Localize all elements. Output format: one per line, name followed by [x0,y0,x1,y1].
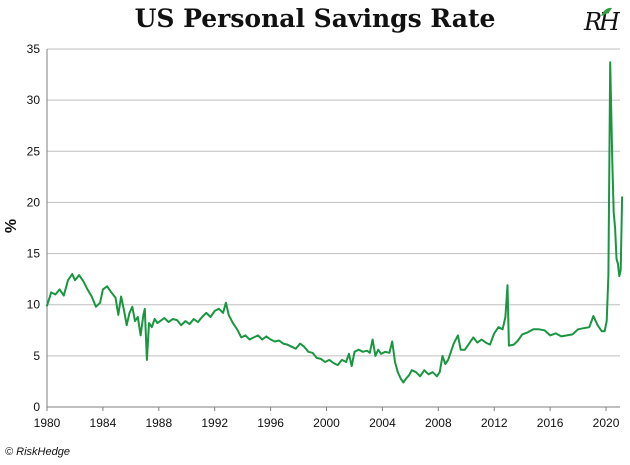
y-tick-label: 25 [27,144,41,158]
x-tick-label: 1992 [201,416,228,430]
axes [46,49,620,408]
riskhedge-logo: R H [583,7,620,36]
x-tick-label: 2000 [313,416,340,430]
svg-text:R: R [583,8,602,36]
chart-title: US Personal Savings Rate [134,4,496,33]
x-tick-label: 1996 [257,416,284,430]
y-tick-labels: 0 5 10 15 20 25 30 35 [27,42,41,414]
x-tick-label: 2004 [369,416,396,430]
x-tick-label: 2016 [537,416,564,430]
y-tick-label: 20 [27,195,41,209]
x-tick-labels: 1980 1984 1988 1992 1996 2000 2004 2008 2012 2016… [34,407,620,430]
x-tick-label: 1988 [145,416,172,430]
y-tick-label: 30 [27,93,41,107]
y-tick-label: 5 [33,349,40,363]
y-tick-label: 35 [27,42,41,56]
x-tick-label: 2012 [481,416,508,430]
y-tick-label: 0 [33,400,40,414]
y-tick-label: 10 [27,298,41,312]
x-tick-label: 1984 [90,416,117,430]
x-tick-label: 2008 [425,416,452,430]
y-tick-label: 15 [27,247,41,261]
x-tick-label: 1980 [34,416,61,430]
credit-text: © RiskHedge [5,446,70,458]
series-line-0 [46,61,624,384]
series-group [46,61,624,384]
y-axis-label: % [3,219,20,233]
gridlines [47,48,620,357]
x-tick-label: 2020 [593,416,620,430]
